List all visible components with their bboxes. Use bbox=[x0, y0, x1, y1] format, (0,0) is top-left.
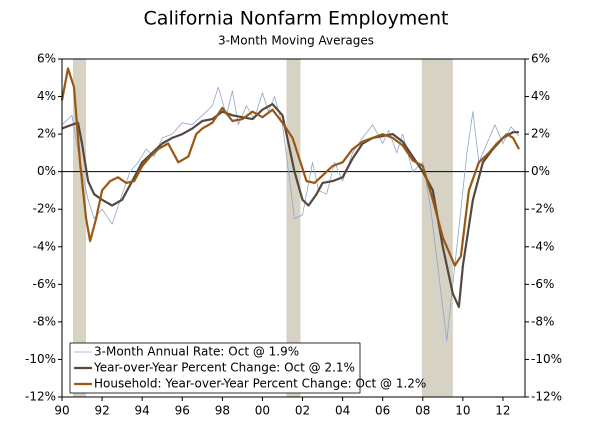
series-line bbox=[61, 86, 520, 342]
y-tick-label: -12% bbox=[25, 390, 56, 404]
y2-tick-label: -2% bbox=[531, 202, 554, 216]
y2-tick-label: -12% bbox=[531, 390, 562, 404]
y2-tick-label: 2% bbox=[531, 127, 550, 141]
chart-subtitle: 3-Month Moving Averages bbox=[218, 34, 374, 48]
series-line bbox=[61, 103, 519, 308]
legend-box bbox=[69, 342, 361, 394]
y2-tick-label: 0% bbox=[531, 164, 550, 178]
y-tick-label: -8% bbox=[33, 314, 56, 328]
x-tick-label: 02 bbox=[295, 404, 310, 418]
y-tick-label: 4% bbox=[37, 89, 56, 103]
legend-label: Year-over-Year Percent Change: Oct @ 2.1… bbox=[93, 361, 355, 375]
x-tick-label: 94 bbox=[135, 404, 150, 418]
chart-title: California Nonfarm Employment bbox=[144, 8, 449, 30]
y-tick-label: 6% bbox=[37, 52, 56, 66]
y2-tick-label: 6% bbox=[531, 52, 550, 66]
x-tick-label: 12 bbox=[495, 404, 510, 418]
x-tick-label: 96 bbox=[175, 404, 190, 418]
y-tick-label: -10% bbox=[25, 352, 56, 366]
y-tick-label: -6% bbox=[33, 277, 56, 291]
recession-band bbox=[286, 59, 301, 397]
y2-tick-label: -4% bbox=[531, 239, 554, 253]
series-line bbox=[60, 67, 520, 267]
x-tick-label: 00 bbox=[255, 404, 270, 418]
y-tick-label: -4% bbox=[33, 239, 56, 253]
legend-label: Household: Year-over-Year Percent Change… bbox=[94, 377, 426, 391]
plot-frame bbox=[61, 58, 526, 398]
y2-tick-label: -8% bbox=[531, 314, 554, 328]
y-tick-label: 0% bbox=[37, 164, 56, 178]
y2-tick-label: 4% bbox=[531, 89, 550, 103]
x-tick-label: 06 bbox=[375, 404, 390, 418]
y2-tick-label: -10% bbox=[531, 352, 562, 366]
y-tick-label: -2% bbox=[33, 202, 56, 216]
x-tick-label: 04 bbox=[335, 404, 350, 418]
x-tick-label: 98 bbox=[215, 404, 230, 418]
x-tick-label: 90 bbox=[54, 404, 69, 418]
legend-label: 3-Month Annual Rate: Oct @ 1.9% bbox=[94, 345, 299, 359]
y2-tick-label: -6% bbox=[531, 277, 554, 291]
x-tick-label: 10 bbox=[455, 404, 470, 418]
x-tick-label: 92 bbox=[94, 404, 109, 418]
y-tick-label: 2% bbox=[37, 127, 56, 141]
x-tick-label: 08 bbox=[415, 404, 430, 418]
recession-band bbox=[421, 59, 453, 397]
